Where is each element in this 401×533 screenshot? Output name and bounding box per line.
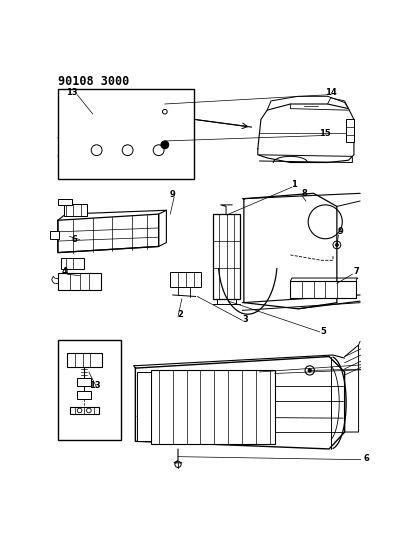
Text: 9: 9 [170, 190, 176, 199]
Bar [58, 273, 101, 290]
Text: 14: 14 [325, 88, 336, 97]
Bar [151, 370, 275, 443]
Bar [213, 214, 240, 299]
Bar [58, 340, 122, 440]
Bar [170, 272, 201, 287]
Text: 6: 6 [72, 235, 78, 244]
Text: 15: 15 [319, 129, 331, 138]
Text: 90108 3000: 90108 3000 [58, 75, 129, 88]
Circle shape [161, 141, 169, 149]
Bar [58, 199, 72, 205]
Bar [67, 353, 102, 367]
Bar [58, 88, 194, 180]
Bar [290, 281, 356, 298]
Text: 6: 6 [363, 454, 369, 463]
Text: 1: 1 [291, 180, 297, 189]
Text: 8: 8 [302, 189, 307, 198]
Bar [137, 372, 151, 441]
Bar [69, 407, 99, 414]
Bar [77, 391, 91, 399]
Text: 13: 13 [89, 381, 101, 390]
Circle shape [308, 369, 311, 372]
Text: 7: 7 [353, 268, 359, 276]
Bar [346, 119, 354, 142]
Text: 2: 2 [177, 310, 183, 319]
Text: 4: 4 [61, 268, 67, 276]
Text: 9: 9 [338, 227, 344, 236]
Bar [64, 204, 87, 216]
Text: 5: 5 [320, 327, 326, 336]
Text: 3: 3 [243, 315, 248, 324]
Circle shape [335, 244, 338, 246]
Text: 13: 13 [66, 88, 78, 97]
Bar [77, 378, 91, 386]
Bar [50, 231, 59, 239]
Bar [61, 258, 84, 269]
